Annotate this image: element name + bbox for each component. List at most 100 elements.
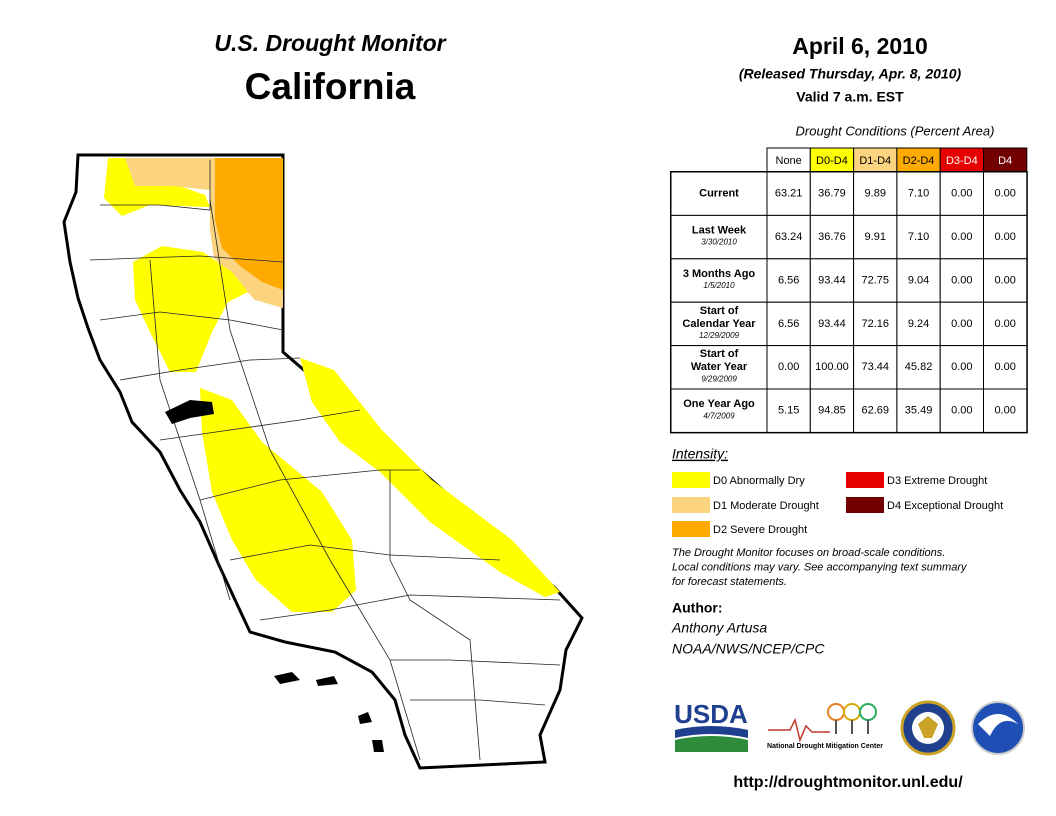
row-date: 12/29/2009 [699, 331, 740, 340]
value-cell [809, 345, 855, 390]
d0-area-east [300, 358, 560, 597]
value: 6.56 [778, 274, 799, 286]
value-cell [853, 258, 898, 303]
note-line: Local conditions may vary. See accompany… [672, 561, 968, 573]
legend-swatch [672, 472, 710, 488]
value: 0.00 [951, 274, 972, 286]
row-label: Calendar Year [682, 318, 756, 330]
column-header: D0-D4 [816, 155, 848, 167]
legend-swatch [672, 521, 710, 537]
row-label-cell [670, 345, 768, 390]
value: 0.00 [994, 188, 1015, 200]
state-outline [62, 153, 584, 770]
value-cell [896, 388, 941, 433]
legend-label: D3 Extreme Drought [887, 475, 987, 487]
value: 9.91 [865, 231, 886, 243]
value-cell [766, 388, 811, 433]
author-heading: Author: [672, 600, 723, 616]
commerce-seal [900, 700, 956, 756]
islands [274, 672, 384, 752]
ndmc-tree [827, 703, 845, 721]
column-header: D2-D4 [903, 155, 935, 167]
date: April 6, 2010 [792, 33, 928, 59]
value-cell [809, 388, 855, 433]
county-line [410, 699, 546, 706]
value: 9.24 [908, 318, 929, 330]
author-name: Anthony Artusa [671, 620, 767, 636]
value-cell [766, 345, 811, 390]
title: U.S. Drought Monitor [214, 30, 446, 56]
row-date: 9/29/2009 [701, 374, 737, 383]
valid: Valid 7 a.m. EST [796, 89, 904, 105]
value: 0.00 [951, 405, 972, 417]
row-label: Start of [700, 348, 739, 360]
value: 7.10 [908, 231, 929, 243]
value-cell [983, 388, 1028, 433]
county-line [390, 659, 561, 666]
legend-label: D1 Moderate Drought [713, 500, 819, 512]
usda-logo: USDA [674, 699, 748, 752]
seal-eagle [918, 716, 938, 738]
value: 0.00 [951, 231, 972, 243]
row-label-cell [670, 258, 768, 303]
column-header-cell [983, 147, 1028, 173]
value: 63.21 [775, 188, 803, 200]
county-line [199, 469, 420, 501]
row-date: 3/30/2010 [701, 238, 737, 247]
value: 93.44 [818, 318, 846, 330]
legend-swatch [672, 497, 710, 513]
value: 0.00 [951, 361, 972, 373]
value-cell [896, 171, 941, 216]
county-lines [89, 160, 561, 761]
value: 72.16 [861, 318, 889, 330]
value-cell [896, 345, 941, 390]
usda-wave [675, 736, 748, 752]
value-cell [983, 301, 1028, 347]
noaa-ring [971, 701, 1025, 755]
value: 0.00 [994, 405, 1015, 417]
url[interactable]: http://droughtmonitor.unl.edu/ [733, 774, 963, 791]
legend-swatch [846, 472, 884, 488]
value: 0.00 [994, 318, 1015, 330]
value-cell [809, 171, 855, 216]
ndmc-tree [843, 703, 861, 721]
column-header: D1-D4 [859, 155, 891, 167]
value: 72.75 [861, 274, 889, 286]
column-header: D4 [998, 155, 1012, 167]
value: 6.56 [778, 318, 799, 330]
row-label: Water Year [691, 361, 748, 373]
value-cell [939, 258, 985, 303]
noaa-logo [971, 701, 1025, 755]
released: (Released Thursday, Apr. 8, 2010) [739, 66, 962, 82]
d2-area-northeast [215, 158, 283, 290]
legend-label: D4 Exceptional Drought [887, 500, 1003, 512]
value: 7.10 [908, 188, 929, 200]
note-line: The Drought Monitor focuses on broad-sca… [672, 547, 945, 559]
county-line [389, 470, 481, 761]
value-cell [853, 171, 898, 216]
d0-area-sacramento [133, 246, 248, 372]
county-line [149, 259, 231, 601]
value-cell [896, 214, 941, 260]
region: California [245, 66, 416, 107]
row-date: 4/7/2009 [703, 411, 735, 420]
legend-label: D2 Severe Drought [713, 524, 807, 536]
value: 0.00 [994, 361, 1015, 373]
county-line [229, 544, 501, 561]
county-line [99, 311, 284, 331]
value: 73.44 [861, 361, 889, 373]
county-line [100, 160, 211, 211]
ndmc-tree [859, 703, 877, 721]
d0-area-san-joaquin [200, 388, 356, 612]
value: 0.00 [951, 318, 972, 330]
legend-title: Intensity: [672, 446, 728, 462]
value-cell [809, 301, 855, 347]
legend-label: D0 Abnormally Dry [713, 475, 805, 487]
value: 36.79 [818, 188, 846, 200]
value: 0.00 [994, 274, 1015, 286]
value: 36.76 [818, 231, 846, 243]
bay [165, 400, 214, 424]
value: 35.49 [905, 405, 933, 417]
column-header: None [776, 155, 802, 167]
